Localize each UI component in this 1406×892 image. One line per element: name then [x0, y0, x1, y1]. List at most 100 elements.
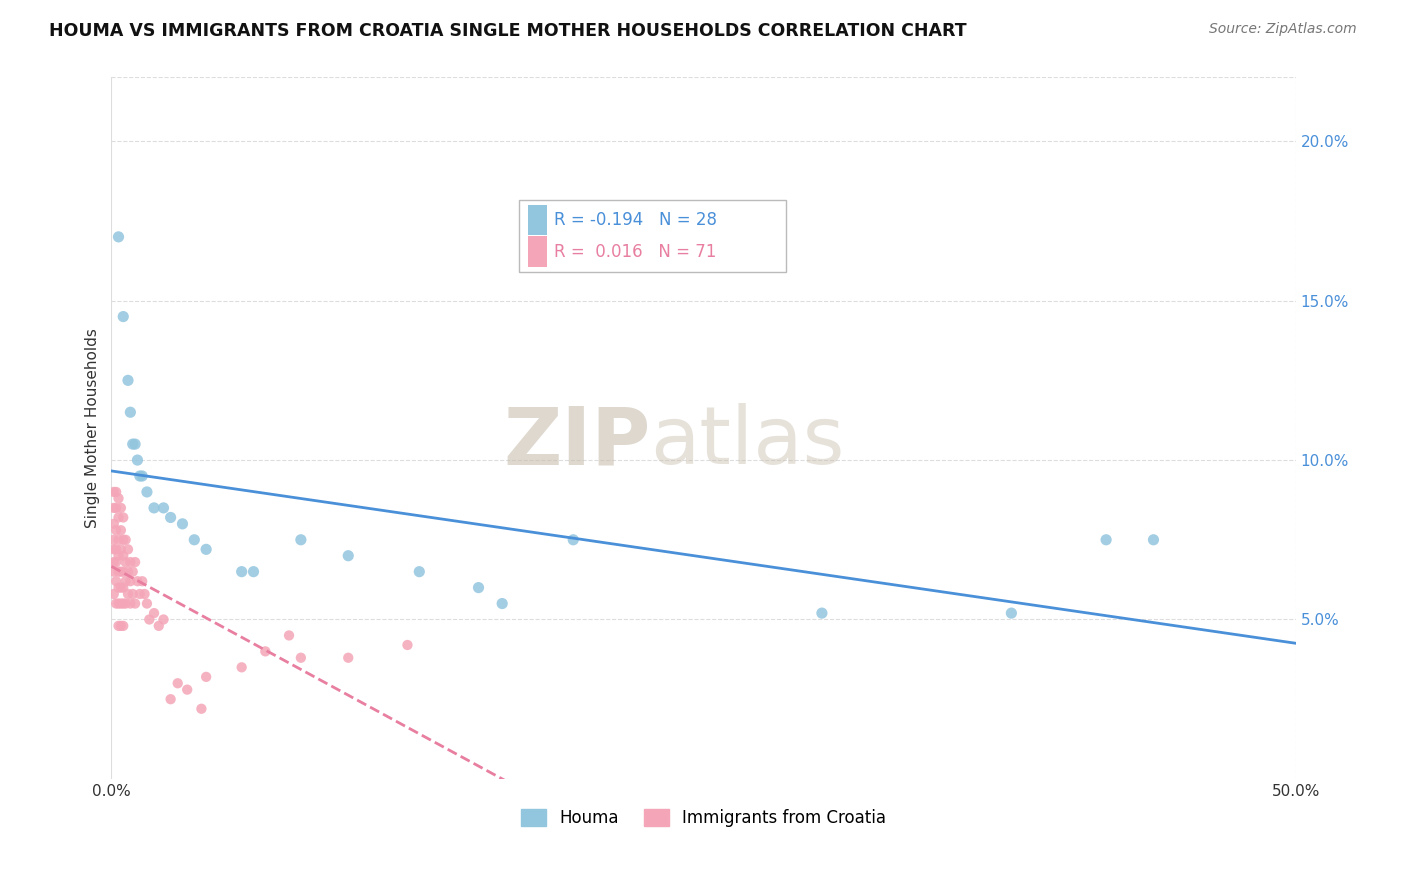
Point [148, 619, 170, 633]
Point [112, 510, 135, 524]
Point [190, 702, 212, 716]
Point [107, 510, 129, 524]
Point [120, 555, 142, 569]
Text: ZIP: ZIP [503, 403, 650, 481]
Point [124, 555, 146, 569]
Point [166, 676, 188, 690]
Point [120, 597, 142, 611]
Point [143, 606, 166, 620]
Point [117, 587, 139, 601]
Point [128, 587, 150, 601]
Point [1095, 533, 1118, 547]
Text: Source: ZipAtlas.com: Source: ZipAtlas.com [1209, 22, 1357, 37]
Point [131, 469, 153, 483]
Point [103, 542, 125, 557]
Text: R =  0.016   N = 71: R = 0.016 N = 71 [554, 243, 716, 260]
Point [467, 581, 489, 595]
Point [103, 485, 125, 500]
Point [110, 581, 132, 595]
Point [136, 485, 159, 500]
Point [242, 565, 264, 579]
Point [127, 574, 149, 589]
Text: R = -0.194   N = 28: R = -0.194 N = 28 [554, 211, 717, 229]
Point [134, 587, 156, 601]
Point [112, 533, 135, 547]
Point [114, 574, 136, 589]
Point [112, 565, 135, 579]
Point [110, 619, 132, 633]
Point [105, 523, 128, 537]
Y-axis label: Single Mother Households: Single Mother Households [86, 328, 100, 528]
Point [107, 230, 129, 244]
Point [103, 555, 125, 569]
Point [121, 565, 143, 579]
Point [107, 581, 129, 595]
Point [105, 542, 128, 557]
Point [176, 682, 198, 697]
Point [124, 437, 146, 451]
Point [290, 533, 312, 547]
Point [120, 405, 142, 419]
Point [105, 597, 128, 611]
Point [112, 619, 135, 633]
Point [112, 581, 135, 595]
Point [105, 555, 128, 569]
Point [396, 638, 419, 652]
Point [290, 650, 312, 665]
Point [1000, 606, 1022, 620]
Point [105, 485, 128, 500]
Point [117, 373, 139, 387]
Point [254, 644, 277, 658]
Point [231, 565, 253, 579]
Point [110, 565, 132, 579]
Point [183, 533, 205, 547]
Text: atlas: atlas [650, 403, 845, 481]
Point [159, 692, 181, 706]
Point [172, 516, 194, 531]
Point [107, 619, 129, 633]
Point [103, 565, 125, 579]
Point [136, 597, 159, 611]
Point [107, 549, 129, 563]
Point [112, 549, 135, 563]
Point [152, 500, 174, 515]
Point [107, 491, 129, 506]
Point [121, 437, 143, 451]
Point [107, 533, 129, 547]
Point [105, 574, 128, 589]
Point [143, 500, 166, 515]
Point [408, 565, 430, 579]
Point [105, 500, 128, 515]
Point [562, 533, 585, 547]
Point [110, 500, 132, 515]
Point [811, 606, 834, 620]
Point [110, 597, 132, 611]
Point [491, 597, 513, 611]
Point [159, 510, 181, 524]
Point [131, 574, 153, 589]
Point [124, 597, 146, 611]
Point [127, 453, 149, 467]
Point [278, 628, 301, 642]
Point [103, 533, 125, 547]
Legend: Houma, Immigrants from Croatia: Houma, Immigrants from Croatia [515, 802, 893, 834]
Point [103, 500, 125, 515]
Point [114, 597, 136, 611]
Point [110, 542, 132, 557]
Point [107, 597, 129, 611]
Point [128, 469, 150, 483]
Point [117, 542, 139, 557]
Point [1142, 533, 1164, 547]
Point [152, 612, 174, 626]
Point [114, 533, 136, 547]
Point [110, 523, 132, 537]
Point [120, 574, 142, 589]
Point [195, 670, 218, 684]
Point [337, 549, 360, 563]
Point [121, 587, 143, 601]
Text: HOUMA VS IMMIGRANTS FROM CROATIA SINGLE MOTHER HOUSEHOLDS CORRELATION CHART: HOUMA VS IMMIGRANTS FROM CROATIA SINGLE … [49, 22, 967, 40]
Point [337, 650, 360, 665]
Point [138, 612, 160, 626]
Point [112, 310, 135, 324]
Point [103, 516, 125, 531]
